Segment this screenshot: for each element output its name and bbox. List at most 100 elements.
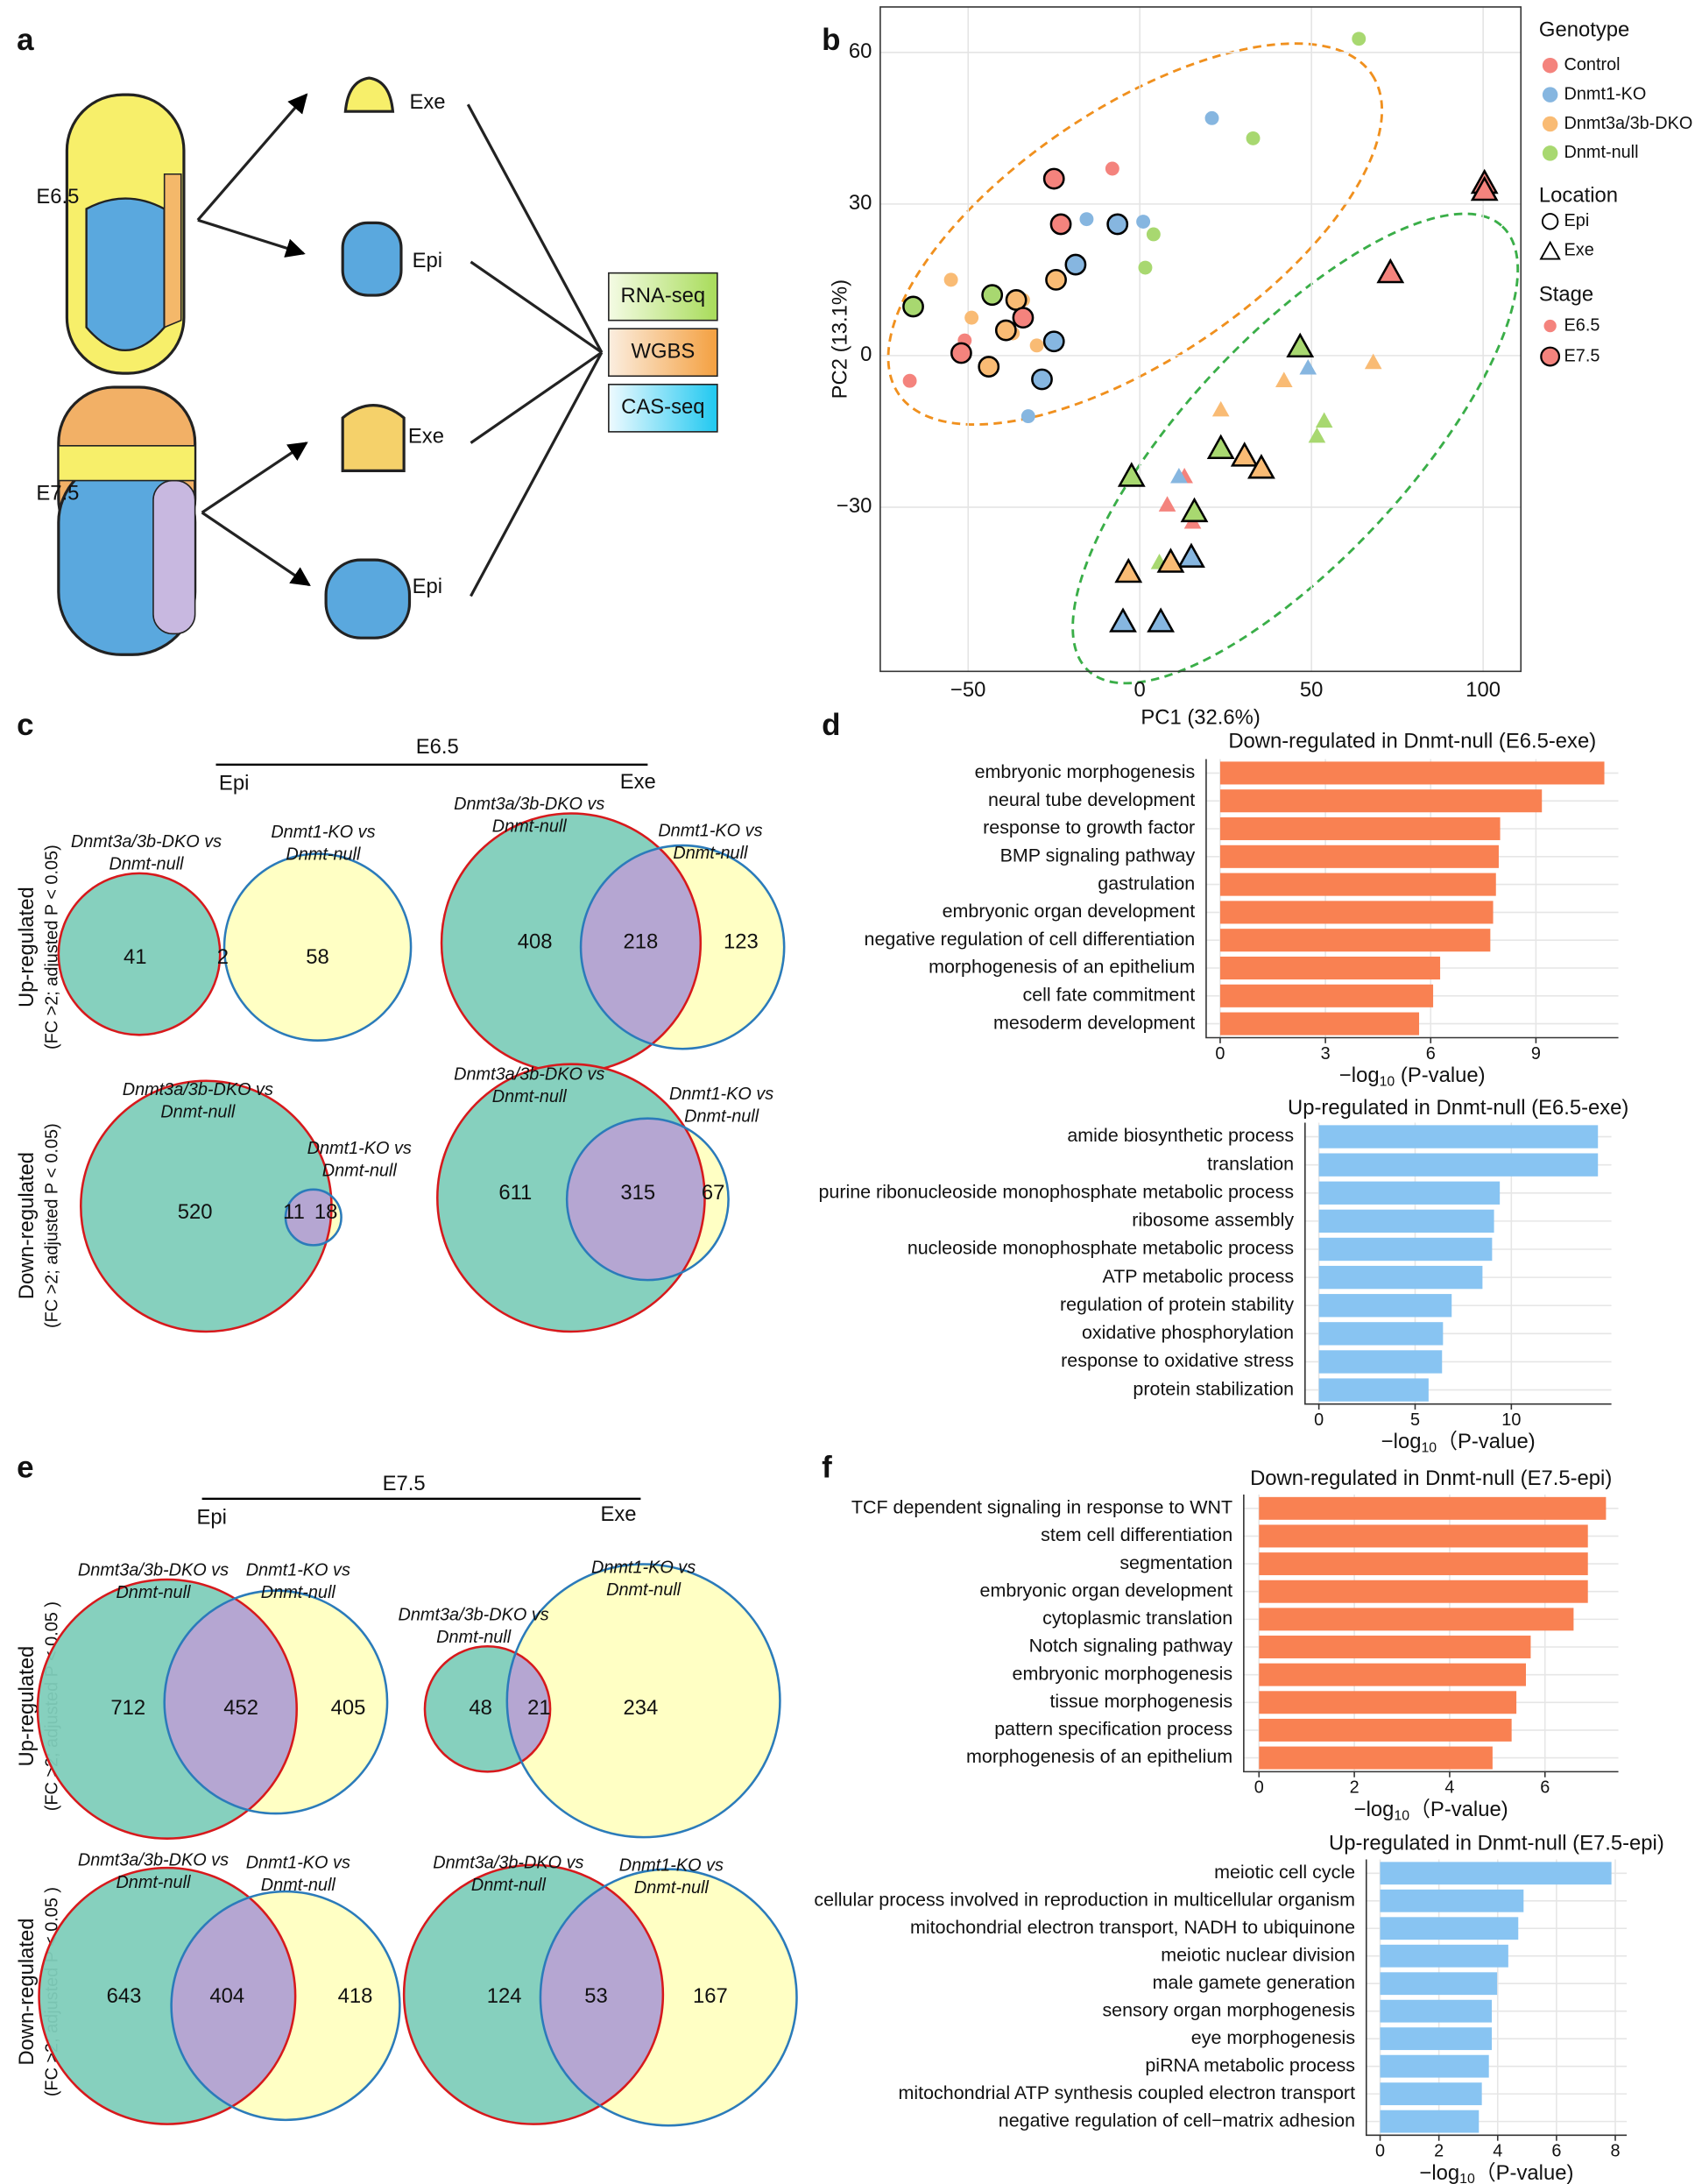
venn-count: 124 — [487, 1984, 522, 2008]
category-label: embryonic organ development — [980, 1580, 1233, 1601]
set-label: Dnmt1-KO vs — [307, 1139, 412, 1158]
tissue-label: Exe — [409, 90, 445, 114]
category-label: meiotic nuclear division — [1161, 1944, 1355, 1965]
x-tick-label: 0 — [1134, 678, 1146, 702]
assay-label: RNA-seq — [621, 284, 706, 307]
venn-count: 611 — [498, 1181, 532, 1205]
category-label: stem cell differentiation — [1041, 1524, 1232, 1545]
plot-frame — [879, 6, 1522, 673]
stage-label: E7.5 — [36, 482, 79, 505]
cluster-ellipse — [1071, 212, 1520, 685]
category-label: piRNA metabolic process — [1145, 2054, 1355, 2075]
set-b-outline — [284, 1188, 343, 1247]
set-label: Dnmt-null — [109, 855, 185, 874]
panel-label: f — [822, 1451, 832, 1485]
x-tick-label: 2 — [1350, 1778, 1359, 1798]
bar — [1380, 1862, 1612, 1885]
axis-line — [1365, 1859, 1628, 2137]
panel-label: d — [822, 708, 840, 742]
bar — [1380, 1917, 1519, 1940]
assay-label: WGBS — [631, 340, 695, 364]
category-label: response to oxidative stress — [1061, 1350, 1294, 1371]
set-label: Dnmt-null — [116, 1873, 191, 1892]
point — [1177, 542, 1205, 568]
set-label: Dnmt-null — [606, 1580, 682, 1600]
venn-count: 315 — [620, 1181, 655, 1205]
set-label: Dnmt-null — [261, 1876, 336, 1895]
x-tick-label: 2 — [1434, 2142, 1444, 2161]
point — [950, 342, 972, 364]
set-label: Dnmt-null — [261, 1583, 336, 1602]
point — [1109, 607, 1137, 633]
set-b-outline — [565, 1117, 730, 1282]
category-label: BMP signaling pathway — [1000, 845, 1196, 866]
set-label: Dnmt1-KO vs — [658, 821, 762, 840]
legend-label: Epi — [1564, 211, 1590, 230]
axis-line — [1243, 1494, 1619, 1773]
venn-count: 123 — [724, 930, 759, 954]
point — [1138, 260, 1153, 275]
legend-swatch — [1539, 240, 1561, 260]
panel-label: c — [17, 708, 33, 742]
x-axis-label-part: −log — [1354, 1798, 1395, 1821]
x-tick-label: 0 — [1314, 1410, 1324, 1430]
venn-count: 58 — [306, 945, 329, 969]
row-label: Down-regulated — [15, 1918, 39, 2065]
bar — [1259, 1552, 1588, 1576]
x-tick-label: 3 — [1321, 1044, 1331, 1064]
row-label: (FC >2; adjusted P < 0.05) — [43, 1123, 62, 1328]
y-tick-label: 0 — [860, 343, 872, 366]
bar — [1380, 2054, 1489, 2078]
x-axis-label: −log10（P-value) — [1419, 2161, 1573, 2184]
legend-label: Control — [1564, 55, 1621, 74]
venn-count: 520 — [178, 1200, 213, 1224]
venn-count: 643 — [107, 1984, 142, 2008]
set-b-outline — [539, 1868, 798, 2127]
bar — [1259, 1608, 1574, 1631]
x-axis-label-part: （P-value) — [1409, 1798, 1508, 1821]
y-tick-label: −30 — [837, 494, 872, 518]
legend-swatch — [1542, 116, 1558, 132]
stage-label: E6.5 — [36, 185, 79, 209]
x-tick-label: 0 — [1254, 1778, 1264, 1798]
x-tick-label: 8 — [1610, 2142, 1620, 2161]
point — [1049, 213, 1072, 236]
set-label: Dnmt1-KO vs — [619, 1856, 724, 1876]
point — [902, 373, 917, 388]
set-label: Dnmt-null — [492, 817, 568, 837]
point — [1158, 496, 1176, 512]
set-a-outline — [36, 1578, 298, 1840]
x-axis-label-part: 10 — [1380, 1075, 1395, 1090]
category-label: nucleoside monophosphate metabolic proce… — [907, 1238, 1294, 1259]
venn-count: 218 — [624, 930, 659, 954]
bar — [1259, 1663, 1526, 1686]
venn-count: 53 — [584, 1984, 608, 2008]
legend-title: Genotype — [1539, 18, 1629, 41]
category-label: mitochondrial electron transport, NADH t… — [910, 1917, 1355, 1938]
x-tick-label: 100 — [1465, 678, 1501, 702]
x-tick-label: 6 — [1426, 1044, 1436, 1064]
bar — [1318, 1125, 1599, 1149]
tissue-label: Exe — [408, 425, 444, 449]
set-a — [58, 873, 221, 1035]
embryo-diagram — [57, 76, 718, 656]
overlap — [171, 1891, 296, 2120]
set-a-outline — [80, 1079, 333, 1333]
point — [1170, 467, 1188, 484]
point — [1031, 368, 1053, 391]
category-label: tissue morphogenesis — [1049, 1691, 1232, 1712]
venn-count: 2 — [217, 945, 229, 969]
set-b-outline — [163, 1589, 389, 1815]
x-tick-label: −50 — [950, 678, 985, 702]
set-label: Dnmt-null — [116, 1583, 191, 1602]
legend-label: Dnmt1-KO — [1564, 84, 1647, 103]
legend-swatch — [1542, 57, 1558, 74]
set-label: Dnmt-null — [286, 845, 361, 864]
category-label: cytoplasmic translation — [1042, 1608, 1232, 1629]
set-label: Dnmt1-KO vs — [246, 1854, 350, 1873]
set-label: Dnmt3a/3b-DKO vs — [71, 832, 222, 852]
point — [1045, 268, 1067, 291]
bar — [1219, 984, 1434, 1007]
venn-count: 452 — [223, 1696, 258, 1720]
